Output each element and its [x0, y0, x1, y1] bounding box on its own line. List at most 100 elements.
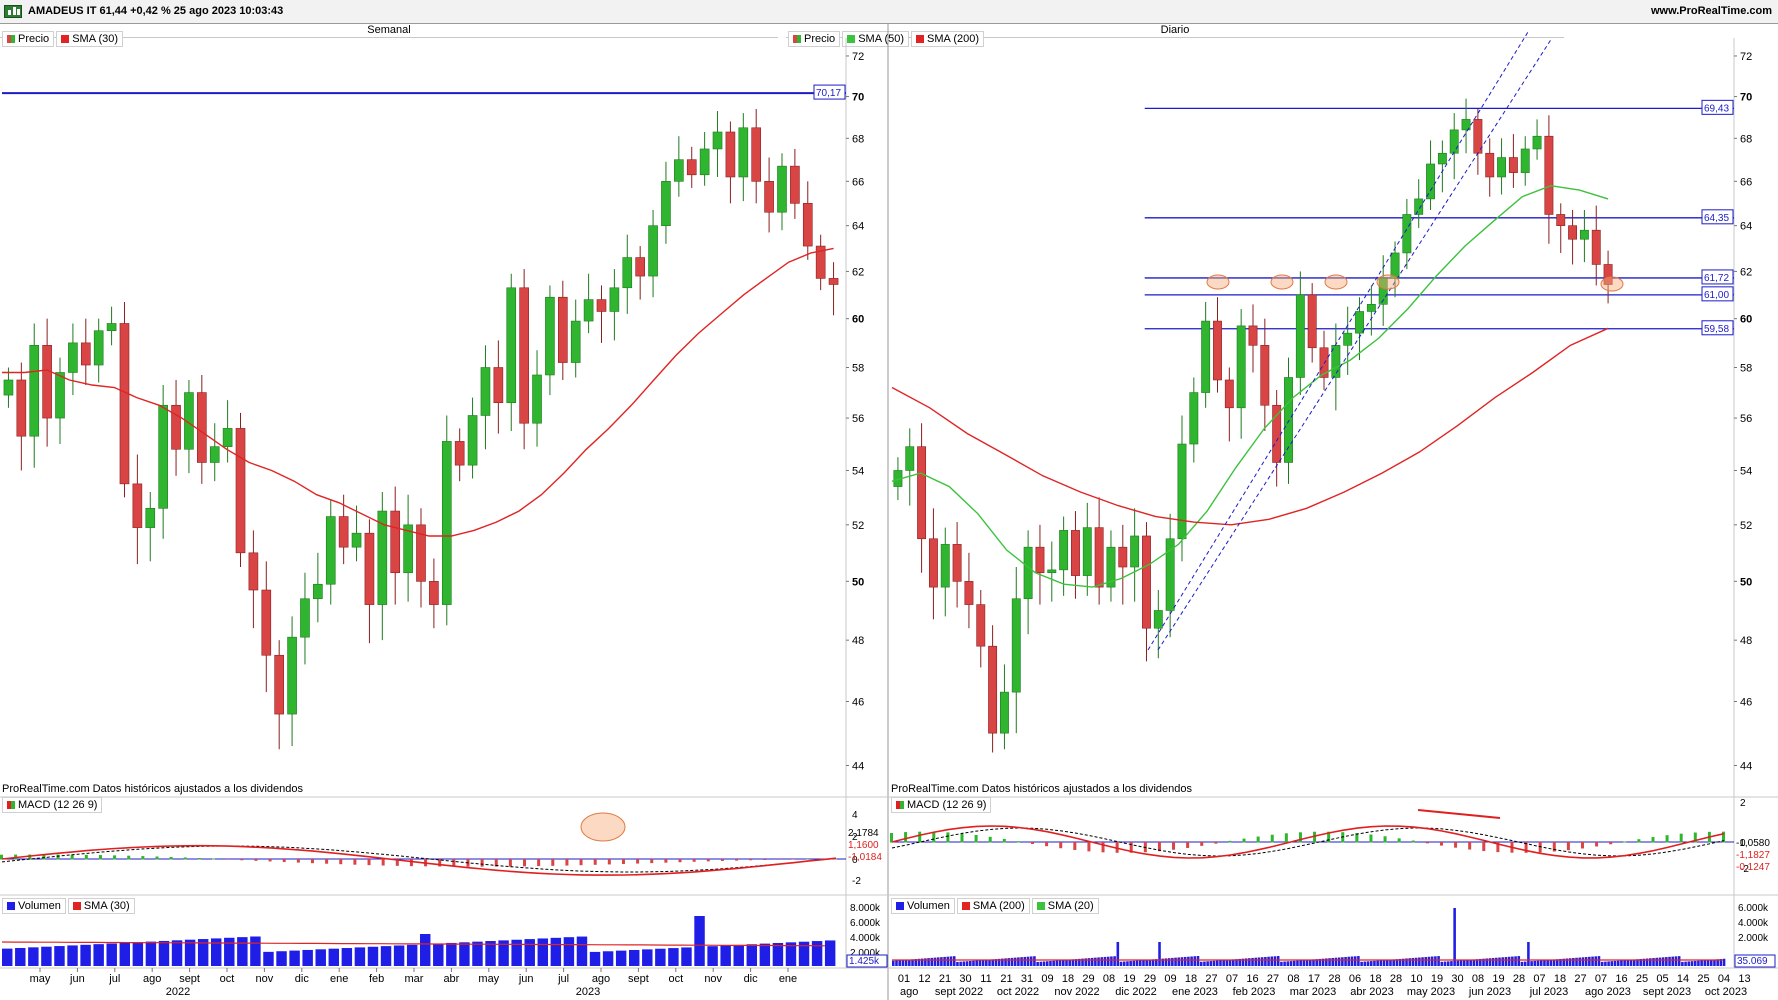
- color-swatch-icon: [916, 35, 925, 43]
- macd-histogram-bar: [1087, 842, 1091, 852]
- volume-bar: [1013, 957, 1017, 966]
- right-footer-note: ProRealTime.com Datos históricos ajustad…: [891, 783, 1193, 795]
- candle: [1142, 535, 1151, 629]
- volume-bar: [908, 959, 911, 966]
- volume-bar: [1065, 959, 1068, 966]
- volume-last-box: [846, 954, 888, 968]
- legend-vol-sma30[interactable]: SMA (30): [67, 898, 135, 914]
- macd-histogram-bar: [834, 858, 837, 860]
- legend-precio[interactable]: Precio: [2, 31, 55, 47]
- volume-bar: [1456, 960, 1460, 966]
- macd-value-label: -1,0580: [1736, 838, 1770, 849]
- macd-histogram-bar: [169, 856, 173, 860]
- legend-precio[interactable]: Precio: [788, 31, 841, 47]
- macd-histogram-bar: [523, 859, 527, 867]
- macd-histogram-bar: [296, 859, 300, 863]
- volume-bar: [1520, 961, 1524, 966]
- candle: [248, 552, 259, 591]
- macd-value-label: -1,1827: [1736, 850, 1770, 861]
- volume-bar: [1373, 960, 1376, 966]
- volume-bar: [1023, 956, 1027, 966]
- volume-bar: [1597, 956, 1601, 966]
- volume-bar: [93, 944, 104, 966]
- y-tick-label: 46: [1740, 696, 1752, 708]
- month-axis-label: ene 2023: [1172, 986, 1218, 998]
- volume-bar: [393, 945, 405, 966]
- macd-signal-line: [891, 827, 1725, 857]
- volume-bar: [472, 941, 483, 966]
- volume-bar: [1588, 956, 1591, 966]
- legend-volumen[interactable]: Volumen: [891, 898, 955, 914]
- legend-sma50[interactable]: SMA (50): [842, 31, 910, 47]
- time-axis-label: jul: [557, 973, 569, 985]
- volume-bar: [1228, 959, 1232, 966]
- color-swatch-icon: [7, 902, 15, 910]
- volume-bar: [1270, 956, 1274, 966]
- volume-bar: [694, 916, 705, 966]
- day-axis-label: 19: [1123, 973, 1135, 985]
- volume-bar: [158, 940, 170, 966]
- macd-tick-label: -2: [852, 876, 861, 887]
- macd-histogram-bar: [777, 859, 781, 860]
- macd-histogram-bar: [1101, 842, 1105, 853]
- legend-sma30[interactable]: SMA (30): [56, 31, 124, 47]
- volume-bar: [1071, 959, 1075, 966]
- volume-bar: [965, 961, 969, 966]
- macd-histogram-bar: [325, 859, 329, 864]
- macd-histogram-bar: [70, 854, 74, 860]
- volume-bar: [1424, 957, 1428, 966]
- candle: [197, 392, 207, 463]
- volume-bar: [1097, 957, 1100, 966]
- volume-bar: [1674, 956, 1678, 966]
- month-axis-label: jun 2023: [1468, 986, 1511, 998]
- candle: [1082, 527, 1092, 576]
- legend-macd[interactable]: MACD (12 26 9): [2, 797, 103, 813]
- candle: [377, 510, 388, 605]
- volume-bar: [898, 960, 901, 966]
- volume-bar: [1565, 958, 1569, 966]
- volume-bar: [949, 956, 953, 966]
- y-tick-label: 60: [1740, 314, 1752, 326]
- volume-bar: [1122, 961, 1126, 966]
- year-label: 2023: [576, 986, 600, 998]
- volume-bar: [1488, 958, 1492, 966]
- macd-histogram-bar: [1482, 842, 1486, 852]
- volume-bar: [302, 949, 313, 966]
- macd-histogram-bar: [974, 834, 978, 843]
- volume-bar: [1649, 958, 1652, 966]
- volume-bar: [1286, 961, 1290, 966]
- legend-volumen[interactable]: Volumen: [2, 898, 66, 914]
- legend-vol-sma200[interactable]: SMA (200): [956, 898, 1030, 914]
- volume-bar: [1572, 958, 1575, 966]
- legend-vol-sma20[interactable]: SMA (20): [1031, 898, 1099, 914]
- volume-bar: [1466, 959, 1469, 966]
- trend-channel-line: [1147, 31, 1529, 651]
- top-bar: AMADEUS IT 61,44 +0,42 % 25 ago 2023 10:…: [0, 0, 1778, 24]
- macd-histogram-bar: [1284, 833, 1288, 843]
- volume-tick-label: 8.000k: [850, 903, 881, 914]
- macd-histogram-bar: [113, 855, 117, 860]
- macd-histogram-bar: [310, 859, 314, 864]
- candle: [988, 645, 998, 734]
- legend-sma200[interactable]: SMA (200): [911, 31, 985, 47]
- candle: [777, 165, 787, 213]
- candle: [1260, 345, 1270, 406]
- site-link[interactable]: www.ProRealTime.com: [1650, 5, 1772, 17]
- volume-bar: [1713, 959, 1716, 966]
- volume-bar: [1033, 956, 1036, 966]
- volume-bar: [1491, 957, 1495, 966]
- volume-bar: [1405, 958, 1408, 966]
- volume-bar: [1684, 961, 1687, 966]
- day-axis-label: 10: [1410, 973, 1422, 985]
- day-axis-label: 19: [1431, 973, 1443, 985]
- time-axis-label: jun: [69, 973, 85, 985]
- volume-bar: [276, 951, 287, 966]
- volume-bar: [1530, 961, 1533, 966]
- macd-histogram-bar: [254, 859, 258, 861]
- volume-bar: [1225, 959, 1229, 966]
- volume-bar: [420, 934, 431, 966]
- candle: [790, 165, 800, 204]
- volume-bar: [1350, 956, 1354, 966]
- legend-macd[interactable]: MACD (12 26 9): [891, 797, 992, 813]
